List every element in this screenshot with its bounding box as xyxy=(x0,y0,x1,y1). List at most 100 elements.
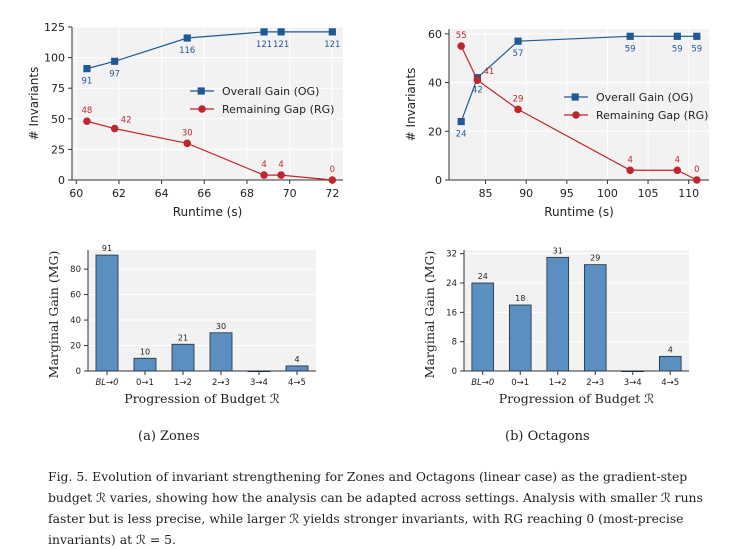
data-label: 48 xyxy=(82,106,93,116)
og-point xyxy=(183,34,191,42)
y-tick-label: 60 xyxy=(428,28,442,41)
panel-label-octagons: (b) Octagons xyxy=(505,429,590,444)
rg-point xyxy=(457,42,465,50)
legend-marker xyxy=(197,87,205,95)
rg-point xyxy=(673,166,682,175)
x-axis-label: Runtime (s) xyxy=(173,205,243,219)
rg-point xyxy=(328,176,337,184)
og-point xyxy=(514,37,522,45)
x-axis-label: Progression of Budget ℛ xyxy=(124,391,279,406)
y-axis-label: # Invariants xyxy=(27,67,41,141)
plot-area xyxy=(464,250,689,371)
x-tick-label: BL→0 xyxy=(471,378,494,388)
y-tick-label: 25 xyxy=(51,143,65,156)
data-label: 42 xyxy=(472,86,483,96)
y-tick-label: 125 xyxy=(44,21,65,34)
bar-value-label: 29 xyxy=(590,254,600,263)
y-tick-label: 0 xyxy=(435,174,442,187)
rg-point xyxy=(473,76,482,84)
y-tick-label: 32 xyxy=(446,250,457,260)
bar xyxy=(95,254,119,372)
legend-label: Overall Gain (OG) xyxy=(596,91,693,104)
x-tick-label: 0→1 xyxy=(136,378,154,388)
x-tick-label: 100 xyxy=(597,187,618,200)
data-label: 42 xyxy=(121,116,132,126)
data-label: 57 xyxy=(513,49,524,59)
x-tick-label: 105 xyxy=(638,187,659,200)
rg-point xyxy=(83,117,91,126)
bar xyxy=(508,304,532,372)
x-tick-label: 110 xyxy=(678,187,699,200)
data-label: 24 xyxy=(456,130,467,140)
y-tick-label: 75 xyxy=(51,82,65,95)
og-point xyxy=(673,32,681,40)
y-axis-label: Marginal Gain (MG) xyxy=(422,251,437,379)
data-label: 121 xyxy=(256,40,272,50)
x-tick-label: 70 xyxy=(283,187,297,200)
x-tick-label: 1→2 xyxy=(174,378,192,388)
y-axis-label: Marginal Gain (MG) xyxy=(46,251,61,379)
x-tick-label: 1→2 xyxy=(549,378,567,388)
og-point xyxy=(260,28,268,36)
rg-point xyxy=(110,124,119,133)
og-point xyxy=(457,117,465,126)
data-label: 30 xyxy=(182,128,193,138)
data-label: 4 xyxy=(675,155,680,165)
data-label: 59 xyxy=(672,44,683,54)
y-tick-label: 40 xyxy=(70,316,81,326)
data-label: 121 xyxy=(273,40,289,50)
rg-point xyxy=(626,166,634,175)
x-tick-label: 2→3 xyxy=(586,378,604,388)
legend-marker xyxy=(198,105,206,113)
plot-area xyxy=(449,29,709,180)
series-line xyxy=(86,120,333,181)
x-tick-label: 2→3 xyxy=(212,378,230,388)
rg-point xyxy=(277,171,285,179)
plot-area xyxy=(88,250,316,371)
x-tick-label: 72 xyxy=(325,187,339,200)
bar-value-label: 18 xyxy=(515,294,525,303)
data-label: 55 xyxy=(456,31,467,41)
y-tick-label: 8 xyxy=(452,338,457,348)
y-tick-label: 50 xyxy=(51,113,65,126)
x-tick-label: 4→5 xyxy=(661,378,679,388)
data-label: 4 xyxy=(278,160,283,170)
bar xyxy=(546,256,570,372)
x-tick-label: BL→0 xyxy=(95,378,118,388)
data-label: 91 xyxy=(82,77,93,87)
data-label: 0 xyxy=(694,165,699,175)
og-point xyxy=(83,65,91,73)
y-tick-label: 0 xyxy=(76,367,81,377)
og-point xyxy=(277,28,285,36)
bar xyxy=(285,365,309,372)
zones-budget-chart: 0 20 40 60 80 91 BL→0 10 0→1 21 1→2 30 2→3 3→4 4 4→5 Pro… xyxy=(46,244,316,406)
y-tick-label: 20 xyxy=(70,342,81,352)
y-axis-label: # Invariants xyxy=(404,68,418,142)
legend-label: Remaining Gap (RG) xyxy=(596,109,708,122)
og-point xyxy=(111,57,119,65)
data-label: 4 xyxy=(261,160,266,170)
bar-value-label: 31 xyxy=(553,246,563,255)
y-tick-label: 40 xyxy=(428,77,442,90)
figure-caption: Fig. 5. Evolution of invariant strengthe… xyxy=(48,466,728,550)
legend-marker xyxy=(572,111,580,119)
y-tick-label: 24 xyxy=(446,279,457,289)
data-label: 121 xyxy=(324,40,340,50)
bar-value-label: 4 xyxy=(294,355,299,364)
x-tick-label: 3→4 xyxy=(624,378,642,388)
x-tick-label: 64 xyxy=(155,187,169,200)
bar-value-label: 10 xyxy=(140,347,150,356)
x-tick-label: 62 xyxy=(112,187,126,200)
x-tick-label: 66 xyxy=(197,187,211,200)
series-line xyxy=(86,31,333,70)
x-tick-label: 90 xyxy=(519,187,533,200)
og-point xyxy=(626,32,634,40)
y-tick-label: 60 xyxy=(70,291,81,301)
data-label: 59 xyxy=(625,44,636,54)
panel-label-zones: (a) Zones xyxy=(138,429,200,444)
x-axis-label: Progression of Budget ℛ xyxy=(499,391,654,406)
octagons-budget-chart: 0 8 16 24 32 24 BL→0 18 0→1 31 1→2 29 2→3 3→4 4 4→5 Prog… xyxy=(422,246,689,406)
y-tick-label: 16 xyxy=(446,308,457,318)
legend-marker xyxy=(571,93,579,101)
y-tick-label: 80 xyxy=(70,265,81,275)
